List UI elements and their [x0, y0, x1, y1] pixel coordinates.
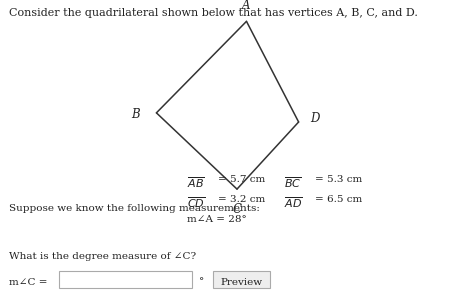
Text: $\overline{AD}$: $\overline{AD}$: [284, 195, 303, 210]
Text: $\overline{AB}$: $\overline{AB}$: [187, 175, 205, 190]
Text: Consider the quadrilateral shown below that has vertices A, B, C, and D.: Consider the quadrilateral shown below t…: [9, 8, 419, 18]
Text: D: D: [310, 113, 320, 125]
Text: °: °: [199, 278, 204, 287]
Text: m∠A = 28°: m∠A = 28°: [187, 215, 247, 224]
Text: Preview: Preview: [221, 278, 263, 287]
Text: m∠C =: m∠C =: [9, 278, 48, 287]
Text: B: B: [131, 108, 140, 121]
Text: Suppose we know the following measurements:: Suppose we know the following measuremen…: [9, 204, 260, 214]
Text: A: A: [242, 0, 251, 12]
Text: $\overline{BC}$: $\overline{BC}$: [284, 175, 302, 190]
Text: C: C: [233, 203, 241, 216]
Text: = 5.3 cm: = 5.3 cm: [315, 175, 363, 185]
Text: = 6.5 cm: = 6.5 cm: [315, 195, 363, 204]
Text: $\overline{CD}$: $\overline{CD}$: [187, 195, 206, 210]
Text: What is the degree measure of ∠C?: What is the degree measure of ∠C?: [9, 252, 197, 261]
FancyBboxPatch shape: [213, 271, 270, 288]
Text: = 5.7 cm: = 5.7 cm: [218, 175, 265, 185]
Text: = 3.2 cm: = 3.2 cm: [218, 195, 265, 204]
FancyBboxPatch shape: [59, 271, 192, 288]
